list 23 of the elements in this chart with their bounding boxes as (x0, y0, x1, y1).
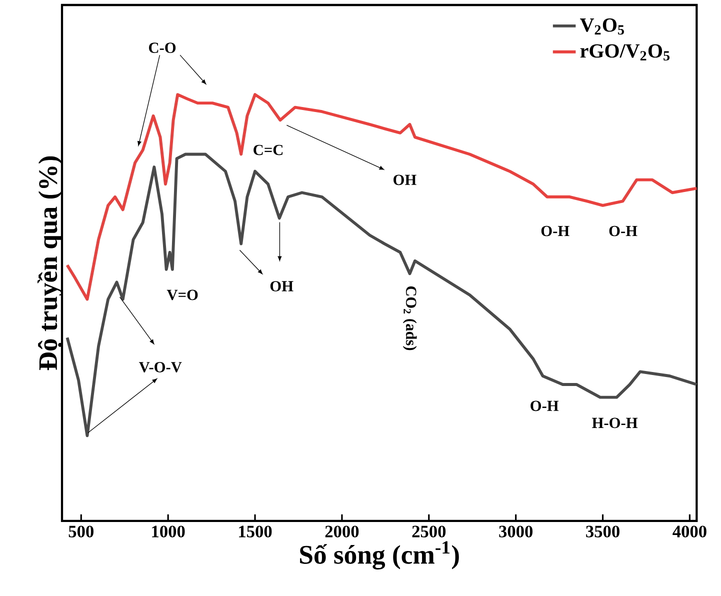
annotation: V=O (166, 290, 198, 300)
x-tick-label: 1500 (239, 526, 272, 538)
x-tick-label: 2500 (412, 526, 446, 538)
x-tick-label: 2000 (325, 526, 359, 538)
annotation: CO$_{2}$ (ads) (402, 286, 417, 350)
legend-label: rGO/V$_{2}$O$_{5}$ (580, 44, 670, 61)
x-tick-label: 500 (68, 526, 94, 538)
annotation: O-H (609, 226, 638, 236)
annotation: OH (270, 281, 294, 292)
annotation: C=C (254, 144, 283, 156)
annotation: OH (394, 174, 416, 186)
y-axis-title: Độ truyền qua (%) (37, 156, 63, 370)
x-tick-label: 1000 (152, 526, 185, 538)
annotation: H-O-H (592, 418, 638, 428)
annotation: O-H (541, 226, 570, 236)
legend-label: V$_{2}$O$_{5}$ (580, 18, 624, 35)
x-tick-label: 4000 (672, 526, 706, 538)
text: C-O (148, 42, 176, 53)
x-tick-label: 3500 (586, 526, 620, 538)
x-tick-label: 3000 (499, 526, 533, 538)
annotation: O-H (530, 400, 559, 412)
annotation: V-O-V (138, 362, 182, 372)
x-axis-title: Số sóng (cm$^{-1}$) (300, 541, 459, 570)
